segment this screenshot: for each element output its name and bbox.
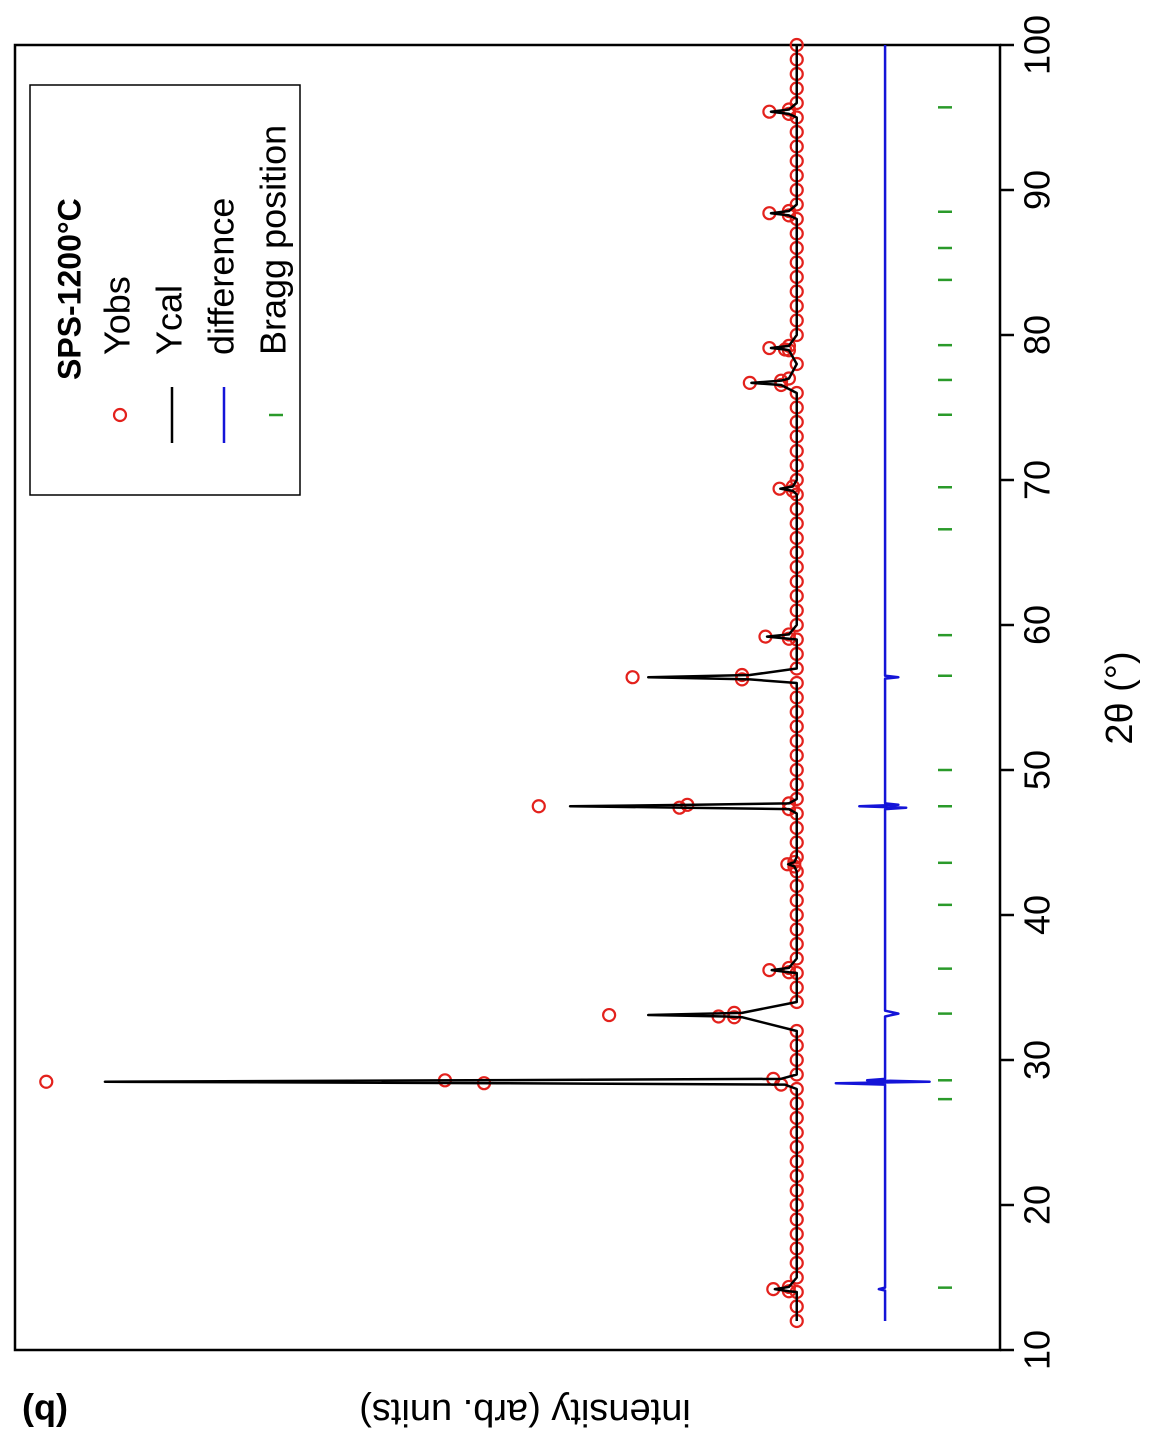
y-axis-label: intensity (arb. units): [359, 1391, 691, 1433]
x-tick-label: 40: [1017, 895, 1058, 935]
legend-title: SPS-1200°C: [51, 198, 87, 380]
series-line: [103, 45, 798, 1321]
x-tick-label: 10: [1017, 1330, 1058, 1370]
obs-point: [625, 670, 640, 685]
x-tick-label: 100: [1017, 15, 1058, 75]
legend-label: Yobs: [97, 276, 138, 355]
legend-label: Ycal: [149, 285, 190, 355]
legend-label: difference: [201, 198, 242, 355]
x-tick-label: 70: [1017, 460, 1058, 500]
panel-label: (b): [22, 1392, 68, 1433]
x-axis-label: 2θ (°): [1099, 651, 1141, 744]
x-tick-label: 50: [1017, 750, 1058, 790]
x-tick-label: 60: [1017, 605, 1058, 645]
legend-box: [29, 84, 301, 496]
obs-point: [781, 371, 797, 386]
series-line: [834, 45, 931, 1321]
plot-frame: [13, 43, 1002, 1352]
obs-point: [602, 1007, 617, 1023]
obs-point: [39, 1074, 54, 1089]
x-tick-label: 30: [1017, 1040, 1058, 1080]
x-tick-label: 90: [1017, 170, 1058, 210]
x-tick-label: 20: [1017, 1185, 1058, 1225]
obs-point: [531, 799, 546, 814]
legend-symbol: [112, 407, 128, 423]
obs-point: [789, 356, 804, 372]
x-tick-label: 80: [1017, 315, 1058, 355]
legend-label: Bragg position: [253, 125, 294, 355]
obs-point: [780, 857, 795, 872]
